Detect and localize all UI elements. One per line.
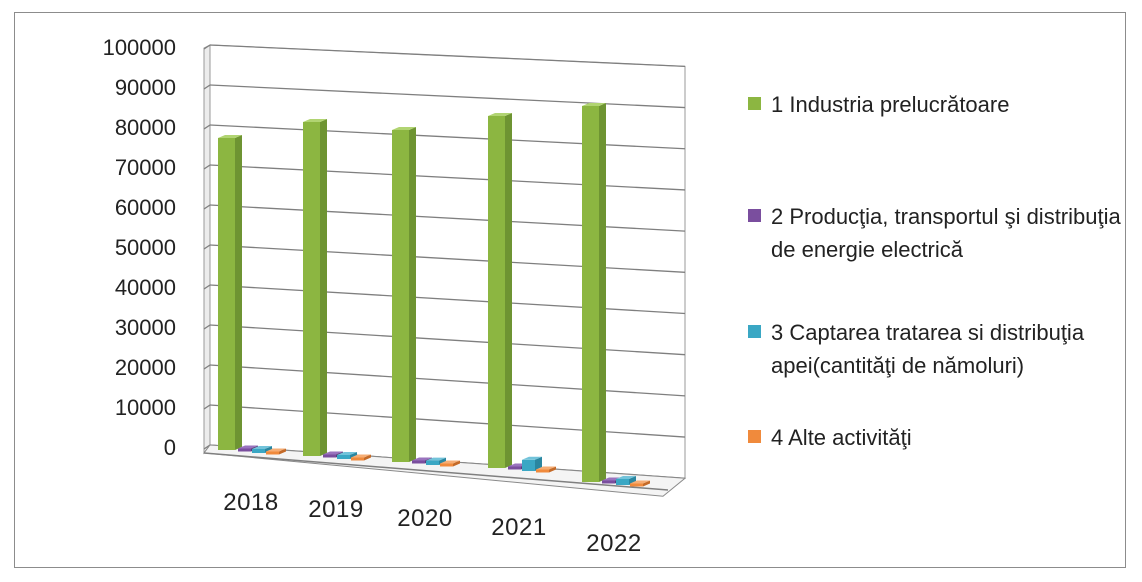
bar-top-2019-s1: [303, 119, 327, 122]
gridline-side: [203, 404, 211, 410]
bar-2018-s3: [252, 449, 265, 453]
x-tick-2020: 2020: [397, 505, 452, 532]
bar-2018-s2: [238, 448, 251, 452]
bar-2021-s3: [522, 459, 535, 471]
legend-item-3: 3 Captarea tratarea si distribuţia apei(…: [748, 316, 1121, 382]
y-tick-label: 30000: [115, 315, 176, 340]
bar-2020-s3: [426, 460, 439, 465]
y-tick-label: 20000: [115, 355, 176, 380]
bar-top-2021-s3: [522, 456, 542, 460]
legend-swatch-3: [748, 325, 761, 338]
gridline-side: [203, 364, 211, 370]
bar-2018-s4: [266, 451, 279, 455]
bar-2021-s2: [508, 466, 521, 470]
x-tick-2022: 2022: [586, 530, 641, 557]
legend-item-4: 4 Alte activităţi: [748, 421, 1121, 454]
bar-top-2018-s4: [266, 448, 286, 452]
x-tick-2021: 2021: [491, 514, 546, 541]
gridline-side: [203, 84, 211, 90]
x-tick-2018: 2018: [223, 489, 278, 516]
chart-walls: [203, 44, 686, 479]
y-tick-label: 70000: [115, 155, 176, 180]
bar-2022-s3: [616, 479, 629, 485]
x-tick-2019: 2019: [308, 496, 363, 523]
y-tick-label: 50000: [115, 235, 176, 260]
bar-side-2021-s4: [549, 466, 556, 473]
bar-side-2018-s4: [279, 448, 286, 455]
y-tick-label: 80000: [115, 115, 176, 140]
legend-label-2: 2 Producţia, transportul şi distribuţia …: [771, 204, 1121, 262]
bar-top-2018-s2: [238, 445, 258, 449]
x-axis-ticks: 2018 2019 2020 2021 2022: [223, 489, 641, 557]
gridline-side: [203, 244, 211, 250]
bar-2020-s2: [412, 460, 425, 464]
bar-2022-s4: [630, 483, 643, 487]
bar-top-2018-s1: [218, 135, 242, 138]
x-axis-line: [203, 452, 669, 491]
bar-side-2020-s1: [409, 127, 416, 462]
bar-top-2021-s4: [536, 466, 556, 470]
bar-side-2020-s3: [439, 457, 446, 465]
bar-2019-s4: [351, 457, 364, 461]
legend-swatch-2: [748, 209, 761, 222]
y-tick-label: 60000: [115, 195, 176, 220]
bar-top-2021-s1: [488, 113, 512, 116]
gridline-side: [203, 324, 211, 330]
bar-top-2019-s4: [351, 454, 371, 458]
bar-top-2019-s2: [323, 451, 343, 455]
bar-2022-s1: [582, 106, 599, 482]
y-tick-label: 10000: [115, 395, 176, 420]
legend-label-4: 4 Alte activităţi: [771, 425, 912, 450]
bar-side-2019-s4: [364, 454, 371, 461]
gridline-side: [203, 204, 211, 210]
bar-2021-s1: [488, 116, 505, 468]
gridline-side: [203, 44, 211, 50]
bar-2018-s1: [218, 138, 235, 450]
gridline-side: [203, 164, 211, 170]
bar-2020-s1: [392, 130, 409, 462]
bar-top-2022-s2: [602, 477, 622, 481]
bar-top-2022-s1: [582, 103, 606, 106]
bar-2019-s3: [337, 455, 350, 459]
y-tick-label: 0: [164, 435, 176, 460]
bar-2019-s2: [323, 454, 336, 458]
bar-2022-s2: [602, 480, 615, 484]
y-tick-label: 100000: [103, 35, 176, 60]
bar-side-2022-s1: [599, 103, 606, 482]
bar-side-2022-s4: [643, 480, 650, 487]
bar-2021-s4: [536, 469, 549, 473]
gridline-side: [203, 124, 211, 130]
legend-label-3: 3 Captarea tratarea si distribuţia apei(…: [771, 320, 1085, 378]
bar-side-2020-s4: [453, 460, 460, 467]
legend-item-1: 1 Industria prelucrătoare: [748, 88, 1121, 121]
y-axis-ticks: 0 10000 20000 30000 40000 50000 60000 70000 8000…: [103, 35, 176, 460]
bar-top-2020-s4: [440, 460, 460, 464]
bar-2020-s4: [440, 463, 453, 467]
bar-top-2020-s3: [426, 457, 446, 461]
bar-top-2020-s2: [412, 457, 432, 461]
bar-top-2020-s1: [392, 127, 416, 130]
bar-side-2019-s1: [320, 119, 327, 456]
y-tick-label: 90000: [115, 75, 176, 100]
bar-side-2018-s1: [235, 135, 242, 450]
legend-swatch-4: [748, 430, 761, 443]
legend-swatch-1: [748, 97, 761, 110]
bar-side-2021-s1: [505, 113, 512, 468]
bar-top-2022-s4: [630, 480, 650, 484]
gridline-side: [203, 284, 211, 290]
bar-top-2018-s3: [252, 446, 272, 449]
y-tick-label: 40000: [115, 275, 176, 300]
legend-label-1: 1 Industria prelucrătoare: [771, 92, 1010, 117]
legend-item-2: 2 Producţia, transportul şi distribuţia …: [748, 200, 1121, 266]
bar-top-2019-s3: [337, 452, 357, 455]
back-wall: [209, 44, 686, 479]
bar-2019-s1: [303, 122, 320, 456]
bar-top-2022-s3: [616, 476, 636, 479]
bar-side-2021-s3: [535, 456, 542, 471]
bars: [218, 103, 650, 487]
gridline: [209, 44, 686, 68]
